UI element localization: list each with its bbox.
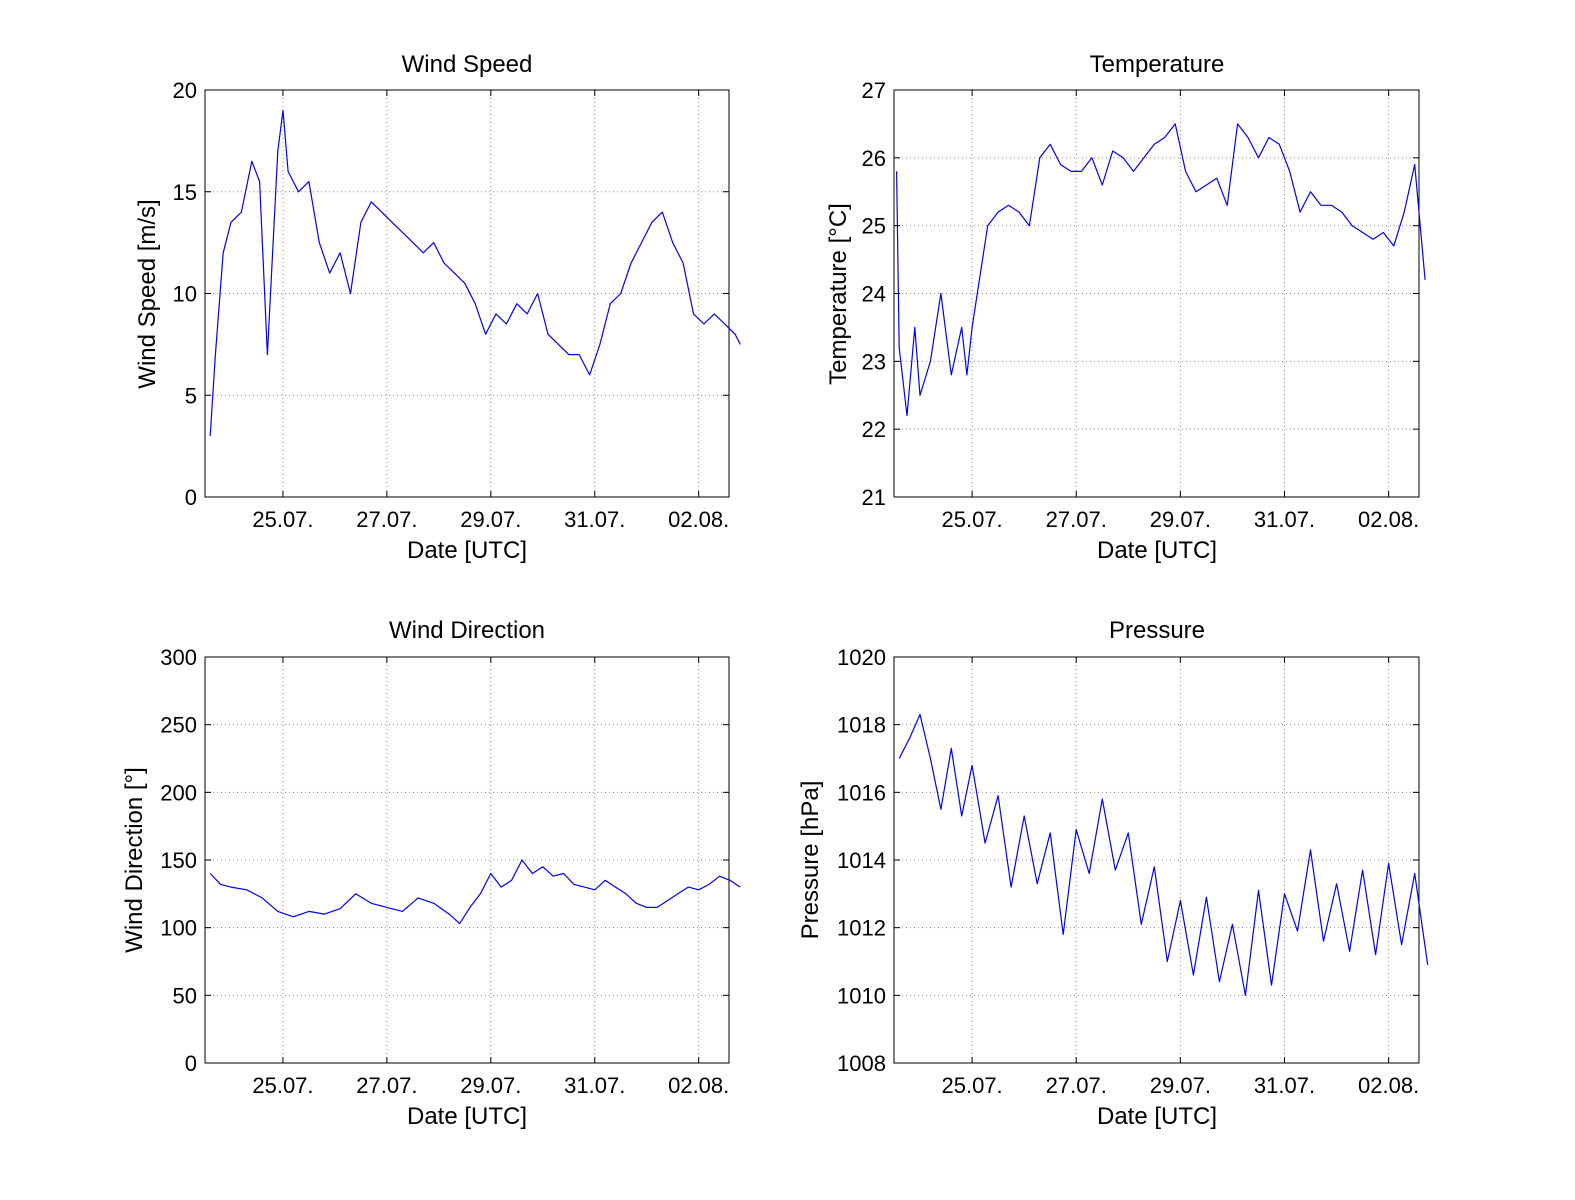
y-tick-label: 20 <box>173 78 197 103</box>
y-tick-label: 1008 <box>837 1051 886 1076</box>
y-tick-label: 250 <box>160 713 197 738</box>
x-axis-label: Date [UTC] <box>1097 537 1217 564</box>
plot-area <box>893 656 1420 1064</box>
x-tick-label: 25.07. <box>942 1073 1003 1098</box>
y-tick-label: 1016 <box>837 780 886 805</box>
x-tick-label: 02.08. <box>1358 507 1419 532</box>
x-tick-label: 31.07. <box>1254 1073 1315 1098</box>
series-line <box>209 109 741 436</box>
grid <box>205 657 729 1063</box>
x-tick-label: 25.07. <box>942 507 1003 532</box>
y-axis-label: Wind Speed [m/s] <box>134 199 161 388</box>
y-tick-label: 1020 <box>837 645 886 670</box>
y-tick-label: 25 <box>862 214 886 239</box>
y-tick-label: 22 <box>862 417 886 442</box>
y-tick-label: 23 <box>862 349 886 374</box>
x-tick-label: 02.08. <box>668 507 729 532</box>
series-line <box>898 713 1429 996</box>
x-tick-label: 31.07. <box>564 507 625 532</box>
chart-title: Temperature <box>1090 51 1225 78</box>
y-tick-label: 10 <box>173 282 197 307</box>
y-tick-label: 100 <box>160 916 197 941</box>
plot-area <box>204 656 730 1064</box>
plot-area <box>204 89 730 498</box>
subplot-pressure: Pressure Date [UTC] Pressure [hPa] 25.07… <box>797 617 1429 1130</box>
y-tick-label: 200 <box>160 780 197 805</box>
x-tick-label: 27.07. <box>1046 507 1107 532</box>
x-axis-label: Date [UTC] <box>1097 1103 1217 1130</box>
y-tick-label: 300 <box>160 645 197 670</box>
y-tick-label: 15 <box>173 180 197 205</box>
x-tick-label: 31.07. <box>564 1073 625 1098</box>
plot-area <box>893 89 1420 498</box>
series-line <box>896 123 1426 417</box>
x-tick-label: 29.07. <box>460 1073 521 1098</box>
y-tick-label: 50 <box>173 983 197 1008</box>
y-tick-label: 1018 <box>837 713 886 738</box>
y-tick-label: 0 <box>185 1051 197 1076</box>
y-tick-label: 24 <box>862 282 886 307</box>
y-tick-label: 1012 <box>837 916 886 941</box>
x-tick-label: 02.08. <box>668 1073 729 1098</box>
x-tick-label: 25.07. <box>252 507 313 532</box>
y-axis-label: Temperature [°C] <box>825 203 852 385</box>
y-axis-label: Wind Direction [°] <box>121 767 148 953</box>
axes-frame <box>893 656 1420 1064</box>
y-tick-label: 150 <box>160 848 197 873</box>
y-axis-label: Pressure [hPa] <box>797 781 824 940</box>
x-tick-label: 29.07. <box>1150 507 1211 532</box>
subplot-temperature: Temperature Date [UTC] Temperature [°C] … <box>825 51 1426 564</box>
x-axis-label: Date [UTC] <box>407 1103 527 1130</box>
y-tick-label: 26 <box>862 146 886 171</box>
x-tick-label: 02.08. <box>1358 1073 1419 1098</box>
chart-title: Pressure <box>1109 617 1205 644</box>
series-line <box>209 859 741 925</box>
x-tick-label: 25.07. <box>252 1073 313 1098</box>
y-tick-label: 27 <box>862 78 886 103</box>
x-tick-label: 27.07. <box>356 507 417 532</box>
subplot-wind-speed: Wind Speed Date [UTC] Wind Speed [m/s] 2… <box>134 51 741 564</box>
y-tick-label: 1010 <box>837 983 886 1008</box>
x-tick-label: 27.07. <box>1046 1073 1107 1098</box>
axes-frame <box>893 89 1420 498</box>
x-axis-label: Date [UTC] <box>407 537 527 564</box>
axes-frame <box>204 89 730 498</box>
x-tick-label: 27.07. <box>356 1073 417 1098</box>
x-tick-label: 29.07. <box>1150 1073 1211 1098</box>
chart-title: Wind Direction <box>389 617 545 644</box>
grid <box>205 90 729 497</box>
y-tick-label: 1014 <box>837 848 886 873</box>
chart-title: Wind Speed <box>402 51 533 78</box>
x-tick-label: 31.07. <box>1254 507 1315 532</box>
subplot-wind-direction: Wind Direction Date [UTC] Wind Direction… <box>121 617 741 1130</box>
y-tick-label: 5 <box>185 383 197 408</box>
y-tick-label: 21 <box>862 485 886 510</box>
x-tick-label: 29.07. <box>460 507 521 532</box>
y-tick-label: 0 <box>185 485 197 510</box>
axes-frame <box>204 656 730 1064</box>
